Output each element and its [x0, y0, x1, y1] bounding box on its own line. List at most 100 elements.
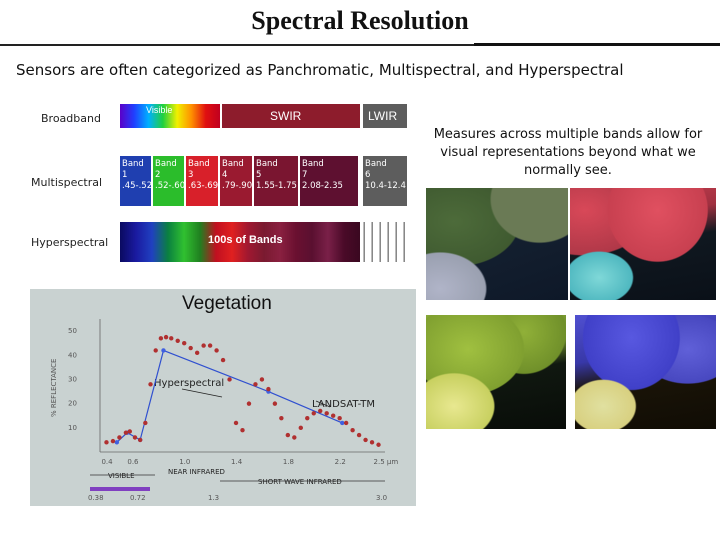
series-label-landsat: LANDSAT-TM [312, 399, 375, 410]
hyperspectral-point [279, 415, 284, 421]
x-tick-label: 1.8 [283, 458, 294, 466]
hyperspectral-point [356, 432, 362, 438]
hyperspectral-point [266, 386, 271, 392]
x-tick-label: 1.4 [231, 458, 243, 466]
title-rule [0, 44, 720, 46]
hyperspectral-point [117, 435, 122, 440]
hyperspectral-point [169, 336, 174, 341]
satellite-image-natural [426, 188, 568, 300]
swir-region-label: SHORT WAVE INFRARED [258, 478, 342, 486]
swir-label: SWIR [270, 109, 302, 123]
x-tick-label: 0.4 [101, 458, 113, 466]
hyperspectral-point [227, 377, 232, 382]
caption-note: Measures across multiple bands allow for… [433, 127, 703, 178]
hyperspectral-point [175, 338, 180, 343]
band-label: Band 7 2.08-2.35 [302, 159, 343, 191]
hyperspectral-point [158, 336, 164, 341]
hyperspectral-lwir [360, 222, 407, 262]
hyperspectral-point [188, 345, 193, 351]
hyperspectral-point [182, 340, 187, 346]
x-tick-label: 0.6 [127, 458, 139, 466]
band-box-2: Band 2.52-.60 [153, 156, 186, 206]
landsat-point [161, 348, 166, 353]
hyperspectral-point [259, 377, 265, 382]
bottom-tick-label: 0.38 [88, 494, 104, 502]
satellite-image-blue-composite [575, 315, 716, 429]
y-axis-label: % REFLECTANCE [50, 359, 58, 417]
title-rule-accent [474, 43, 720, 46]
visible-region-label: VISIBLE [108, 472, 135, 480]
hyperspectral-point [132, 435, 138, 440]
spectral-bands-diagram: Broadband Multispectral Hyperspectral Vi… [30, 98, 410, 270]
hyperspectral-point [292, 435, 297, 440]
band-box-3: Band 3.63-.69 [186, 156, 218, 206]
row-label-multispectral: Multispectral [31, 176, 103, 189]
hyperspectral-point [369, 440, 375, 445]
swir-band: SWIR [222, 104, 360, 128]
y-tick-label: 30 [68, 375, 77, 383]
hyperspectral-point [272, 401, 278, 406]
lwir-label: LWIR [368, 109, 398, 123]
band-box-7: Band 7 2.08-2.35 [300, 156, 358, 206]
hyperspectral-point [343, 420, 349, 426]
hyperspectral-point [240, 428, 245, 433]
hyperspectral-point [330, 413, 336, 418]
landsat-point [340, 420, 345, 426]
hyperspectral-point [253, 382, 258, 387]
hyperspectral-point [376, 442, 381, 447]
hyperspectral-point [104, 440, 109, 445]
visible-label: Visible [146, 105, 173, 115]
hyperspectral-point [337, 415, 342, 421]
x-tick-label: 1.0 [179, 458, 190, 466]
y-tick-label: 40 [68, 351, 77, 359]
chart-title: Vegetation [182, 293, 272, 314]
band-box-4: Band 4.79-.90 [220, 156, 252, 206]
vegetation-chart: Vegetation % REFLECTANCE Hyperspectral L… [30, 289, 416, 506]
bottom-tick-label: 1.3 [208, 494, 219, 502]
hyperspectral-point [324, 411, 329, 416]
x-tick-label: 2.5 μm [374, 458, 399, 466]
visible-band: Visible [120, 104, 220, 128]
y-tick-label: 20 [68, 400, 77, 408]
hyperspectral-point [207, 343, 213, 348]
bottom-tick-label: 0.72 [130, 494, 146, 502]
hyperspectral-point [220, 357, 226, 363]
hyper-label: 100s of Bands [208, 234, 283, 246]
band-label: Band 5 1.55-1.75 [256, 159, 297, 191]
hyperspectral-point [298, 425, 303, 431]
band-label: Band 3.63-.69 [188, 159, 219, 191]
landsat-line [116, 349, 343, 443]
hyperspectral-point [110, 438, 116, 444]
bottom-tick-label: 3.0 [376, 494, 387, 502]
satellite-image-vegetation [426, 315, 566, 429]
y-tick-label: 10 [68, 424, 77, 432]
subtitle: Sensors are often categorized as Panchro… [16, 61, 624, 79]
band-box-1: Band 1.45-.52 [120, 156, 153, 206]
hyperspectral-point [285, 432, 291, 438]
series-label-hyperspectral: Hyperspectral [154, 378, 224, 389]
hyperspectral-point [163, 334, 169, 340]
hyperspectral-point [127, 429, 132, 434]
row-label-broadband: Broadband [41, 112, 101, 125]
hyperspectral-point [137, 437, 143, 443]
y-tick-label: 50 [68, 327, 77, 335]
hyperspectral-point [363, 437, 368, 443]
hyperspectral-point [305, 415, 310, 421]
band-box-5: Band 5 1.55-1.75 [254, 156, 298, 206]
vegetation-plot: % REFLECTANCE Hyperspectral LANDSAT-TM 1… [50, 319, 399, 502]
hyperspectral-point [201, 343, 206, 348]
hyperspectral-point [143, 420, 148, 426]
near-ir-region-label: NEAR INFRARED [168, 468, 225, 476]
hyperspectral-point [153, 348, 158, 353]
band-label: Band 2.52-.60 [155, 159, 186, 191]
hyperspectral-point [214, 348, 219, 353]
hyperspectral-pointer [181, 388, 223, 398]
x-tick-label: 2.2 [335, 458, 346, 466]
band-label: Band 4.79-.90 [222, 159, 253, 191]
lwir-band: LWIR [363, 104, 407, 128]
band-label: Band 1.45-.52 [122, 159, 153, 191]
hyperspectral-band: 100s of Bands [120, 222, 360, 262]
band-label: Band 6 10.4-12.4 [365, 159, 406, 191]
hyperspectral-point [318, 408, 323, 414]
page-title: Spectral Resolution [251, 6, 469, 35]
